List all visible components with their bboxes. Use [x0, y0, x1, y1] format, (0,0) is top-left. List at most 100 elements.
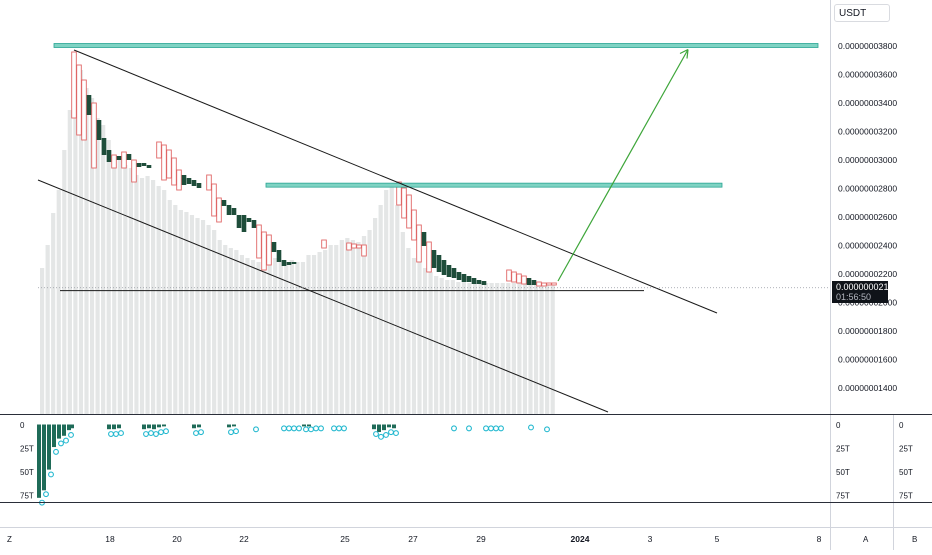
scale-button[interactable]: A: [863, 535, 869, 544]
scale-button[interactable]: Z: [7, 535, 12, 544]
osc-dot: [291, 425, 297, 432]
osc-dot: [48, 471, 54, 478]
currency-selector[interactable]: USDT: [834, 4, 890, 22]
osc-dot: [483, 425, 489, 432]
candle-up: [551, 282, 557, 286]
scale-button[interactable]: B: [912, 535, 917, 544]
osc-bar: [117, 424, 121, 429]
osc-bar: [62, 424, 66, 436]
osc-dot: [308, 426, 314, 433]
volume-bar: [250, 260, 256, 414]
volume-bar: [345, 238, 350, 414]
volume-bar: [173, 205, 178, 414]
candle-up: [416, 224, 422, 263]
volume-bar: [550, 284, 555, 414]
candle-down: [481, 281, 487, 285]
osc-dot: [163, 428, 169, 435]
osc-bar: [162, 424, 166, 427]
volume-bar: [300, 262, 306, 414]
volume-bar: [323, 250, 328, 414]
candle-up: [536, 281, 542, 287]
osc-tick-label-left: 25T: [20, 445, 34, 454]
time-tick-label: 3: [648, 534, 653, 544]
osc-bar: [112, 424, 116, 430]
candle-down: [251, 220, 257, 228]
candle-down: [236, 215, 242, 228]
volume-bar: [461, 282, 466, 414]
osc-dot: [296, 425, 302, 432]
volume-bar: [267, 260, 272, 414]
candles: [71, 51, 557, 287]
osc-dot: [198, 429, 204, 436]
volume-bar: [45, 245, 50, 414]
osc-dot: [493, 425, 499, 432]
osc-tick-label-far: 0: [899, 421, 904, 430]
candle-up: [76, 64, 82, 136]
candle-up: [81, 79, 87, 141]
volume-bar: [389, 185, 394, 414]
osc-dot: [253, 426, 259, 433]
candle-up: [266, 234, 272, 266]
volume-bar: [228, 248, 233, 414]
candle-down: [186, 178, 192, 184]
candle-down: [246, 218, 252, 222]
price-tick-label: 0.00000003800: [838, 41, 897, 51]
target-arrow-head: [679, 48, 689, 59]
price-tick-label: 0.00000003400: [838, 98, 897, 108]
volume-bar: [306, 255, 311, 414]
candle-up: [111, 154, 117, 169]
osc-dot: [318, 425, 324, 432]
candle-up: [546, 282, 552, 286]
last-price-value: 0.00000002100: [836, 282, 888, 292]
time-tick-label: 8: [817, 534, 822, 544]
volume-bar: [422, 268, 428, 414]
volume-bar: [384, 190, 389, 414]
volume-bar: [223, 245, 228, 414]
volume-bar: [411, 258, 417, 414]
volume-bar: [400, 232, 405, 414]
time-tick-label: 18: [105, 534, 115, 544]
osc-bar: [52, 424, 56, 448]
candle-up: [176, 169, 182, 191]
candle-down: [116, 156, 122, 160]
volume-bar: [450, 280, 455, 414]
time-tick-label: 20: [172, 534, 182, 544]
price-tick-label: 0.00000003000: [838, 155, 897, 165]
osc-dot: [393, 430, 399, 437]
volume-bar: [178, 210, 183, 414]
osc-bar: [67, 424, 71, 431]
osc-dot: [286, 425, 292, 432]
candle-down: [461, 274, 467, 282]
price-tick-label: 0.00000002800: [838, 184, 897, 194]
candle-down: [476, 280, 482, 284]
resistance-zone-lower: [265, 182, 723, 188]
volume-bar: [106, 140, 111, 414]
candle-up: [351, 243, 357, 249]
volume-bar: [273, 258, 278, 414]
candle-up: [161, 144, 167, 181]
volume-bar: [506, 283, 511, 414]
volume-bar: [167, 200, 172, 414]
volume-bar: [334, 245, 339, 414]
volume-bar: [395, 205, 400, 414]
candle-down: [231, 208, 237, 215]
volume-bar: [350, 240, 355, 414]
price-tick-label: 0.00000002200: [838, 269, 897, 279]
last-price-label: 0.00000002100 01:56:50: [832, 281, 888, 303]
osc-dot: [341, 425, 347, 432]
candle-down: [451, 268, 457, 278]
volume-bar: [356, 242, 361, 414]
osc-dot: [313, 425, 319, 432]
osc-dot: [143, 431, 149, 437]
time-tick-label: 5: [715, 534, 720, 544]
osc-dot: [378, 433, 384, 440]
candle-down: [436, 255, 442, 272]
osc-bar: [307, 424, 311, 427]
candle-up: [166, 149, 172, 179]
volume-bar: [495, 283, 500, 414]
candle-down: [291, 262, 297, 264]
osc-dot: [233, 428, 239, 435]
volume-bar: [256, 262, 261, 414]
